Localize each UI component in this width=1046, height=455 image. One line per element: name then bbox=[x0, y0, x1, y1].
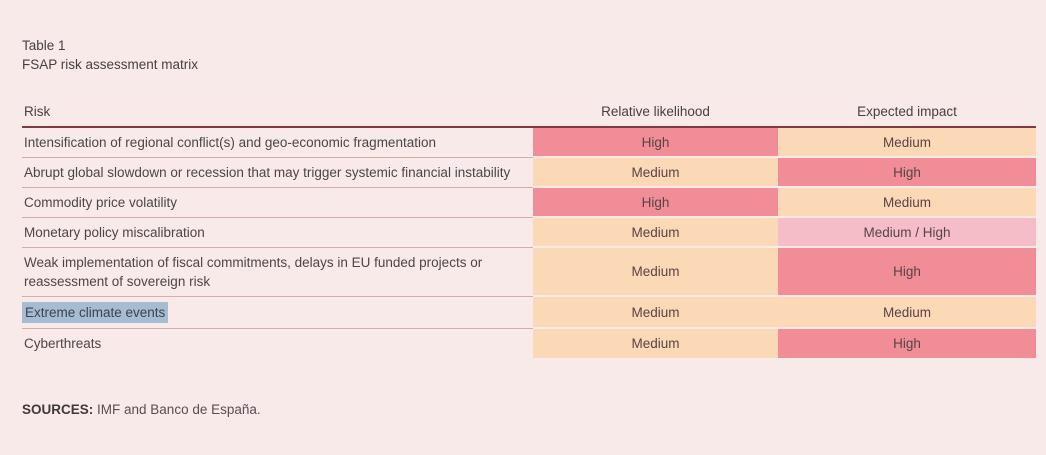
likelihood-cell: Medium bbox=[533, 297, 778, 329]
likelihood-cell: Medium bbox=[533, 329, 778, 358]
impact-cell: High bbox=[778, 248, 1036, 297]
likelihood-cell: Medium bbox=[533, 158, 778, 188]
risk-assessment-table: Risk Relative likelihood Expected impact… bbox=[22, 104, 1036, 358]
column-header-risk: Risk bbox=[22, 104, 533, 128]
impact-cell: Medium bbox=[778, 297, 1036, 329]
table-title: FSAP risk assessment matrix bbox=[22, 57, 199, 72]
sources-label: SOURCES: bbox=[22, 402, 94, 417]
risk-label: Commodity price volatility bbox=[24, 195, 178, 210]
risk-cell[interactable]: Intensification of regional conflict(s) … bbox=[22, 128, 533, 158]
likelihood-cell: High bbox=[533, 188, 778, 218]
risk-cell[interactable]: Commodity price volatility bbox=[22, 188, 533, 218]
column-header-expected-impact: Expected impact bbox=[778, 104, 1036, 128]
likelihood-cell: Medium bbox=[533, 218, 778, 248]
impact-cell: High bbox=[778, 158, 1036, 188]
impact-cell: High bbox=[778, 329, 1036, 358]
risk-label: Monetary policy miscalibration bbox=[24, 225, 205, 240]
likelihood-cell: Medium bbox=[533, 248, 778, 297]
table-title-block: Table 1 FSAP risk assessment matrix bbox=[22, 0, 1036, 74]
risk-label: Weak implementation of fiscal commitment… bbox=[24, 255, 483, 289]
risk-label: Intensification of regional conflict(s) … bbox=[24, 135, 436, 150]
impact-cell: Medium bbox=[778, 128, 1036, 158]
risk-cell[interactable]: Monetary policy miscalibration bbox=[22, 218, 533, 248]
risk-label: Cyberthreats bbox=[24, 336, 102, 351]
impact-cell: Medium / High bbox=[778, 218, 1036, 248]
risk-cell[interactable]: Abrupt global slowdown or recession that… bbox=[22, 158, 533, 188]
risk-cell[interactable]: Cyberthreats bbox=[22, 329, 533, 358]
likelihood-cell: High bbox=[533, 128, 778, 158]
risk-label: Abrupt global slowdown or recession that… bbox=[24, 165, 511, 180]
sources-text: IMF and Banco de España. bbox=[97, 402, 261, 417]
page: Table 1 FSAP risk assessment matrix Risk… bbox=[22, 0, 1036, 417]
risk-cell[interactable]: Weak implementation of fiscal commitment… bbox=[22, 248, 533, 297]
table-number: Table 1 bbox=[22, 38, 66, 53]
sources-note: SOURCES: IMF and Banco de España. bbox=[22, 402, 1036, 417]
risk-label: Extreme climate events bbox=[22, 302, 169, 323]
impact-cell: Medium bbox=[778, 188, 1036, 218]
column-header-relative-likelihood: Relative likelihood bbox=[533, 104, 778, 128]
risk-cell[interactable]: Extreme climate events bbox=[22, 297, 533, 329]
